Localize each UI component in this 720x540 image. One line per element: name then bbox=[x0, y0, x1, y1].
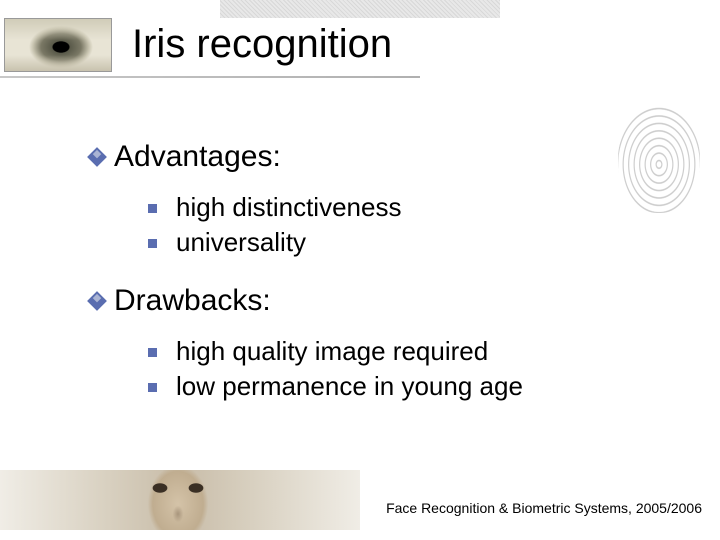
face-eyes-crop-image bbox=[0, 470, 360, 530]
square-bullet-icon bbox=[148, 239, 157, 248]
item-text: high distinctiveness bbox=[176, 192, 401, 222]
section-heading-drawbacks: Drawbacks: bbox=[90, 284, 650, 318]
list-item: low permanence in young age bbox=[148, 369, 650, 404]
heading-text: Drawbacks: bbox=[114, 284, 271, 317]
slide-content: Advantages: high distinctiveness univers… bbox=[90, 140, 650, 428]
title-underline bbox=[0, 76, 420, 78]
advantages-list: high distinctiveness universality bbox=[148, 190, 650, 260]
item-text: low permanence in young age bbox=[176, 371, 523, 401]
square-bullet-icon bbox=[148, 204, 157, 213]
list-item: universality bbox=[148, 225, 650, 260]
header-texture-strip bbox=[220, 0, 500, 18]
slide-title: Iris recognition bbox=[132, 22, 392, 67]
eye-closeup-image bbox=[4, 18, 112, 72]
square-bullet-icon bbox=[148, 383, 157, 392]
list-item: high quality image required bbox=[148, 334, 650, 369]
diamond-bullet-icon bbox=[87, 147, 107, 167]
item-text: high quality image required bbox=[176, 336, 488, 366]
heading-text: Advantages: bbox=[114, 140, 281, 173]
list-item: high distinctiveness bbox=[148, 190, 650, 225]
square-bullet-icon bbox=[148, 348, 157, 357]
diamond-bullet-icon bbox=[87, 291, 107, 311]
drawbacks-list: high quality image required low permanen… bbox=[148, 334, 650, 404]
footer-text: Face Recognition & Biometric Systems, 20… bbox=[386, 500, 702, 516]
section-heading-advantages: Advantages: bbox=[90, 140, 650, 174]
item-text: universality bbox=[176, 227, 306, 257]
